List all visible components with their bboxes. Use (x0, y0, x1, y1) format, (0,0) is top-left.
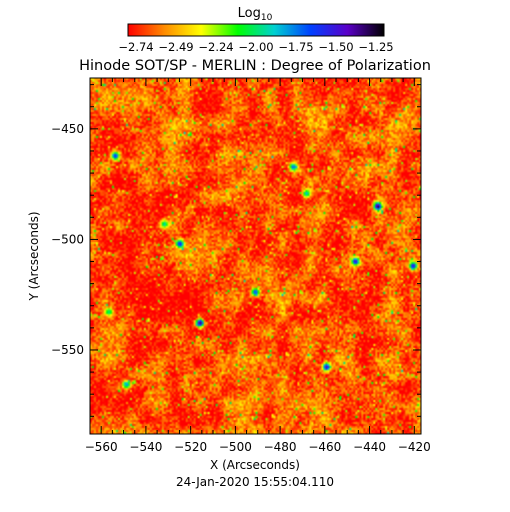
colorbar (127, 23, 385, 37)
colorbar-label: Log10 (238, 6, 273, 23)
x-tick-label: −440 (353, 440, 386, 454)
x-tick-label: −520 (174, 440, 207, 454)
colorbar-tick-label: −2.00 (238, 40, 273, 54)
x-tick-label: −420 (398, 440, 431, 454)
y-axis-ticks: −450 −500 −550 (51, 84, 421, 417)
plot-frame (89, 77, 422, 435)
colorbar-tick-label: −1.50 (318, 40, 353, 54)
x-tick-label: −460 (308, 440, 341, 454)
y-axis-label: Y (Arcseconds) (27, 211, 41, 301)
polarization-heatmap (90, 78, 421, 434)
x-axis-label: X (Arcseconds) (210, 458, 300, 472)
x-tick-label: −560 (85, 440, 118, 454)
x-tick-label: −500 (219, 440, 252, 454)
chart-title: Hinode SOT/SP - MERLIN : Degree of Polar… (79, 58, 431, 74)
colorbar-tick-label: −2.49 (158, 40, 193, 54)
colorbar-tick-label: −2.24 (198, 40, 233, 54)
y-tick-label: −500 (51, 232, 84, 246)
x-axis-ticks: −560 −540 −520 −500 −480 −460 −440 −420 (85, 78, 431, 454)
colorbar-ticks: −2.74 −2.49 −2.24 −2.00 −1.75 −1.50 −1.25 (118, 40, 393, 54)
timestamp: 24-Jan-2020 15:55:04.110 (176, 475, 334, 489)
y-tick-label: −550 (51, 343, 84, 357)
colorbar-tick-label: −2.74 (118, 40, 153, 54)
colorbar-tick-label: −1.25 (358, 40, 393, 54)
x-tick-label: −480 (264, 440, 297, 454)
y-tick-label: −450 (51, 122, 84, 136)
colorbar-tick-label: −1.75 (278, 40, 313, 54)
x-tick-label: −540 (129, 440, 162, 454)
